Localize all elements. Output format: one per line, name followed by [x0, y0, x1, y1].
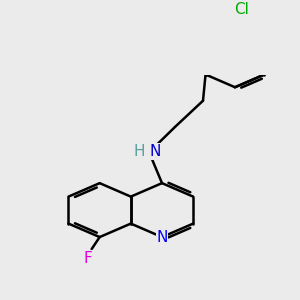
Text: N: N — [156, 230, 168, 244]
Text: H: H — [133, 144, 145, 159]
Text: N: N — [149, 144, 161, 159]
Text: Cl: Cl — [235, 2, 249, 17]
Text: F: F — [83, 250, 92, 266]
